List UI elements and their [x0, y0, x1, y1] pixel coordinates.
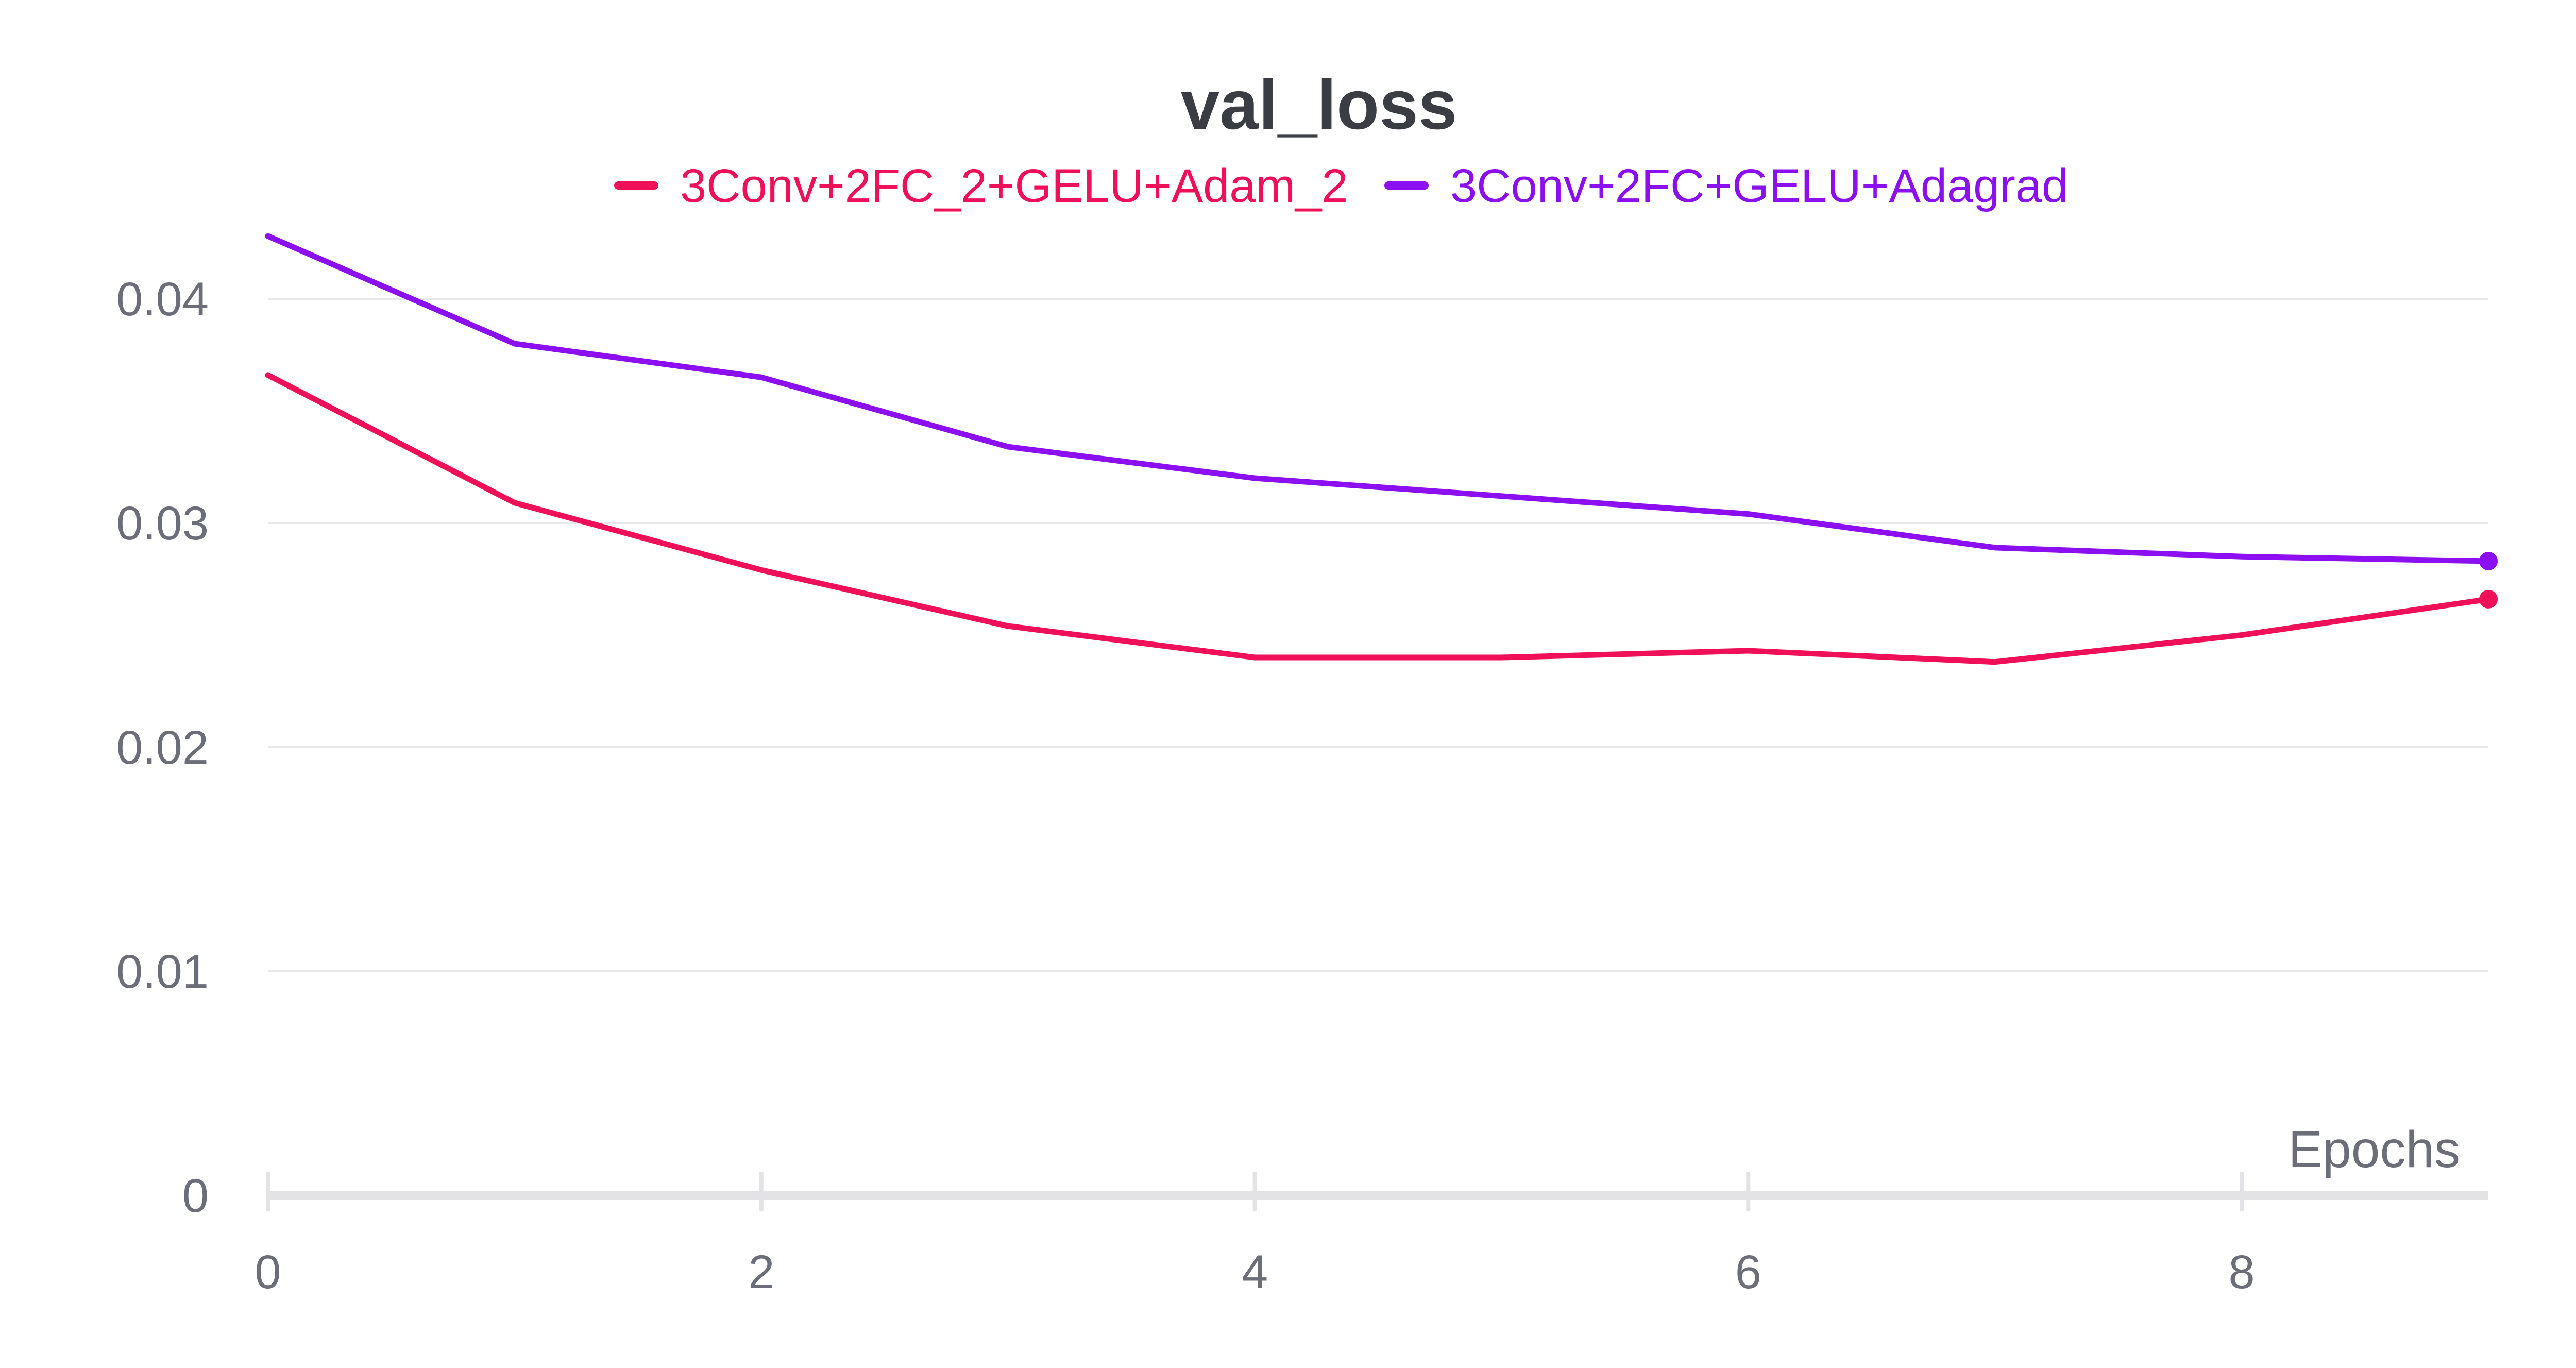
- series-end-marker-1: [2479, 589, 2498, 609]
- legend-item-1[interactable]: 3Conv+2FC_2+GELU+Adam_2: [614, 160, 1348, 212]
- x-axis: 0 2 4 6 8: [255, 1172, 2488, 1298]
- x-tick-label: 2: [748, 1246, 774, 1298]
- series-line-1: [265, 372, 2492, 665]
- x-axis-label: Epochs: [2288, 1121, 2460, 1178]
- y-tick-label: 0.01: [116, 945, 209, 998]
- y-tick-label: 0.04: [116, 273, 209, 326]
- y-tick-label: 0.02: [116, 721, 209, 774]
- legend-label: 3Conv+2FC_2+GELU+Adam_2: [680, 160, 1348, 212]
- series-layer: [265, 233, 2498, 665]
- x-tick-label: 6: [1735, 1246, 1761, 1298]
- x-tick-label: 4: [1242, 1246, 1268, 1298]
- x-tick-label: 8: [2229, 1246, 2255, 1298]
- series-end-marker-2: [2479, 551, 2498, 570]
- series-line-2: [265, 233, 2492, 564]
- chart-title: val_loss: [1181, 65, 1458, 144]
- grid: [268, 298, 2488, 972]
- y-tick-label: 0: [182, 1170, 209, 1222]
- y-axis: 0 0.01 0.02 0.03 0.04: [116, 273, 209, 1222]
- y-tick-label: 0.03: [116, 497, 209, 550]
- legend: 3Conv+2FC_2+GELU+Adam_2 3Conv+2FC+GELU+Ad…: [614, 160, 2068, 212]
- legend-item-2[interactable]: 3Conv+2FC+GELU+Adagrad: [1384, 160, 2068, 212]
- legend-label: 3Conv+2FC+GELU+Adagrad: [1450, 160, 2068, 212]
- x-tick-label: 0: [255, 1246, 281, 1298]
